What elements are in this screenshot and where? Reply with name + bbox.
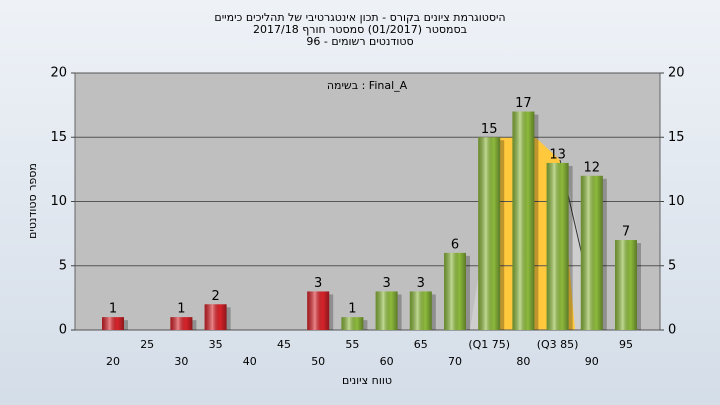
data-label: 13 [549,147,566,162]
bar-shine [102,317,124,330]
bar-shine [546,162,569,330]
y-axis-label: מספר סטודנטים [26,163,39,239]
bar-shine [580,175,603,330]
bar-shine [307,291,330,330]
x-tick-label: 90 [585,355,599,368]
x-tick-label: 50 [311,355,325,368]
y2-tick-label: 10 [668,194,685,209]
data-label: 6 [451,237,459,252]
data-label: 12 [584,160,601,175]
data-label: 3 [417,276,425,291]
bar-shine [478,137,501,330]
x-tick-label: 95 [619,338,633,351]
x-tick-label: 70 [448,355,462,368]
data-label: 1 [109,302,117,317]
data-label: 1 [177,302,185,317]
bar-shine [341,317,364,330]
data-label: 15 [481,122,498,137]
annotation: בשימה : Final_A [327,79,408,92]
chart-subtitle: בסמסטר (01/2017) סמסטר חורף 2017/18 [253,23,467,36]
chart-subtitle: סטודנטים רשומים - 96 [306,35,413,48]
data-label: 1 [348,302,356,317]
data-label: 3 [314,276,322,291]
x-tick-label: 65 [414,338,428,351]
bar-shine [409,291,432,330]
y-tick-label: 10 [50,194,67,209]
y-tick-label: 0 [59,323,67,338]
x-tick-label: 60 [380,355,394,368]
y2-tick-label: 20 [668,66,685,81]
bar-shine [512,111,535,330]
bar-shine [170,317,193,330]
bar-shine [204,304,227,330]
x-tick-label: 55 [345,338,359,351]
data-label: 17 [515,96,532,111]
y2-tick-label: 0 [668,323,676,338]
y2-tick-label: 5 [668,258,676,273]
data-label: 7 [622,225,630,240]
y-tick-label: 20 [50,66,67,81]
x-tick-label: 25 [140,338,154,351]
data-label: 3 [382,276,390,291]
x-tick-label: 40 [243,355,257,368]
x-tick-label: (Q3 85) [537,338,579,351]
y-tick-label: 5 [59,258,67,273]
x-tick-label: 35 [209,338,223,351]
x-tick-label: 30 [174,355,188,368]
bar-shine [444,252,466,330]
x-tick-label: 80 [516,355,530,368]
bar-shine [375,291,398,330]
x-tick-label: (Q1 75) [468,338,510,351]
data-label: 2 [211,289,219,304]
x-tick-label: 45 [277,338,291,351]
chart-title: היסטוגרמת ציונים בקורס - תכון אינטגרטיבי… [214,11,505,24]
y-tick-label: 15 [50,130,67,145]
x-tick-label: 20 [106,355,120,368]
x-axis-label: טווח ציונים [342,374,392,387]
y2-tick-label: 15 [668,130,685,145]
bar-shine [615,240,637,330]
